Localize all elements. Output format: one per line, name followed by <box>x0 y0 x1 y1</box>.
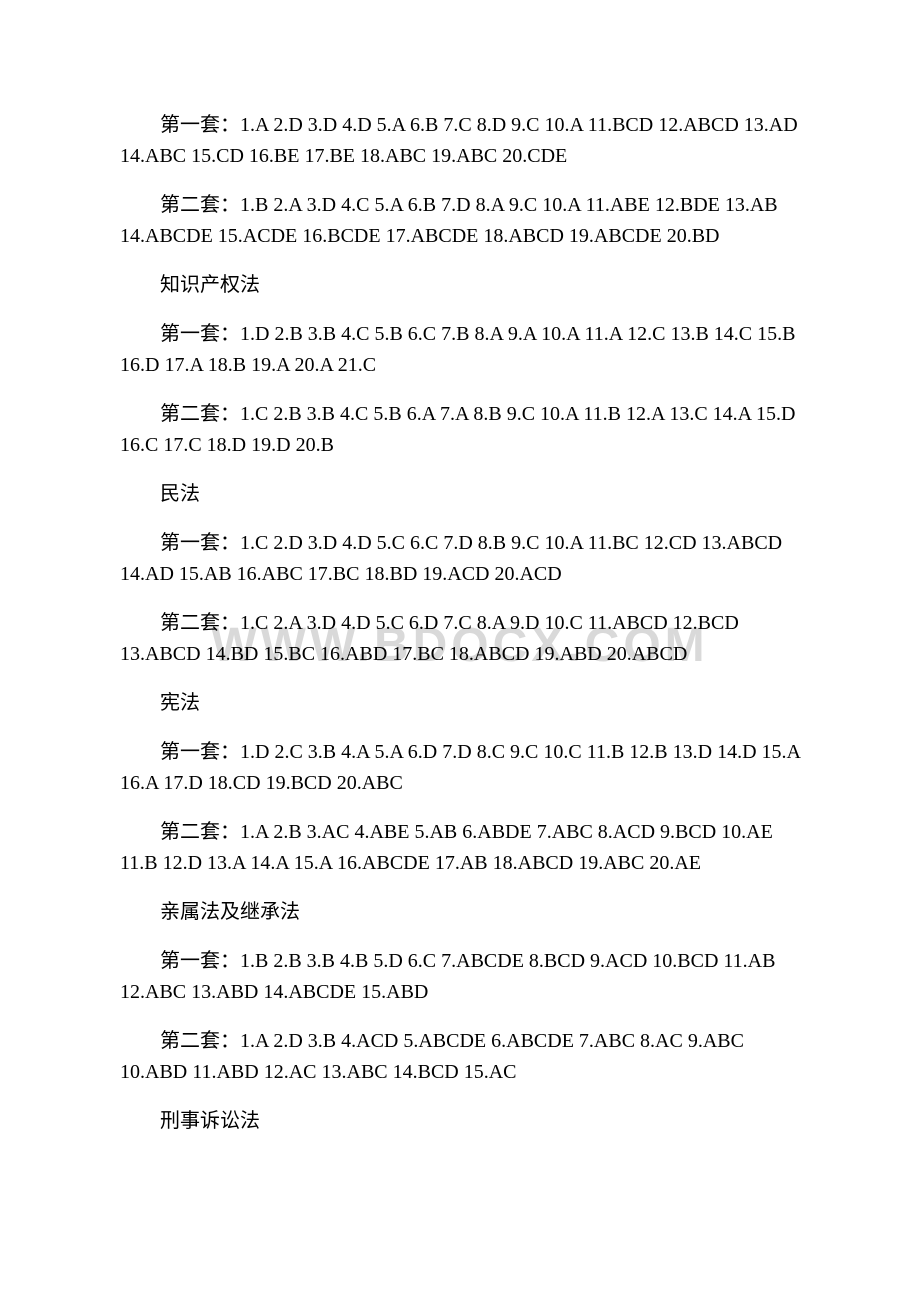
heading-text: 知识产权法 <box>160 274 260 296</box>
section-heading: 民法 <box>120 479 800 510</box>
paragraph-text: 第一套：1.B 2.B 3.B 4.B 5.D 6.C 7.ABCDE 8.BC… <box>120 950 775 1003</box>
heading-text: 民法 <box>160 483 200 505</box>
section-heading: 刑事诉讼法 <box>120 1106 800 1137</box>
answer-set-paragraph: 第一套：1.A 2.D 3.D 4.D 5.A 6.B 7.C 8.D 9.C … <box>120 110 800 172</box>
paragraph-text: 第二套：1.C 2.B 3.B 4.C 5.B 6.A 7.A 8.B 9.C … <box>120 403 795 456</box>
answer-set-paragraph: 第二套：1.B 2.A 3.D 4.C 5.A 6.B 7.D 8.A 9.C … <box>120 190 800 252</box>
heading-text: 亲属法及继承法 <box>160 901 300 923</box>
paragraph-text: 第一套：1.C 2.D 3.D 4.D 5.C 6.C 7.D 8.B 9.C … <box>120 532 782 585</box>
answer-set-paragraph: 第一套：1.C 2.D 3.D 4.D 5.C 6.C 7.D 8.B 9.C … <box>120 528 800 590</box>
section-heading: 宪法 <box>120 688 800 719</box>
heading-text: 刑事诉讼法 <box>160 1110 260 1132</box>
paragraph-text: 第二套：1.A 2.D 3.B 4.ACD 5.ABCDE 6.ABCDE 7.… <box>120 1030 744 1083</box>
answer-set-paragraph: 第二套：1.C 2.B 3.B 4.C 5.B 6.A 7.A 8.B 9.C … <box>120 399 800 461</box>
answer-set-paragraph: 第一套：1.B 2.B 3.B 4.B 5.D 6.C 7.ABCDE 8.BC… <box>120 946 800 1008</box>
answer-set-paragraph: 第二套：1.A 2.D 3.B 4.ACD 5.ABCDE 6.ABCDE 7.… <box>120 1026 800 1088</box>
heading-text: 宪法 <box>160 692 200 714</box>
section-heading: 亲属法及继承法 <box>120 897 800 928</box>
answer-set-paragraph: 第二套：1.A 2.B 3.AC 4.ABE 5.AB 6.ABDE 7.ABC… <box>120 817 800 879</box>
paragraph-text: 第二套：1.C 2.A 3.D 4.D 5.C 6.D 7.C 8.A 9.D … <box>120 612 739 665</box>
paragraph-text: 第一套：1.A 2.D 3.D 4.D 5.A 6.B 7.C 8.D 9.C … <box>120 114 798 167</box>
answer-set-paragraph: 第一套：1.D 2.C 3.B 4.A 5.A 6.D 7.D 8.C 9.C … <box>120 737 800 799</box>
paragraph-text: 第二套：1.B 2.A 3.D 4.C 5.A 6.B 7.D 8.A 9.C … <box>120 194 778 247</box>
paragraph-text: 第一套：1.D 2.C 3.B 4.A 5.A 6.D 7.D 8.C 9.C … <box>120 741 800 794</box>
paragraph-text: 第二套：1.A 2.B 3.AC 4.ABE 5.AB 6.ABDE 7.ABC… <box>120 821 773 874</box>
section-heading: 知识产权法 <box>120 270 800 301</box>
document-content: 第一套：1.A 2.D 3.D 4.D 5.A 6.B 7.C 8.D 9.C … <box>120 110 800 1137</box>
answer-set-paragraph: 第一套：1.D 2.B 3.B 4.C 5.B 6.C 7.B 8.A 9.A … <box>120 319 800 381</box>
paragraph-text: 第一套：1.D 2.B 3.B 4.C 5.B 6.C 7.B 8.A 9.A … <box>120 323 795 376</box>
answer-set-paragraph: 第二套：1.C 2.A 3.D 4.D 5.C 6.D 7.C 8.A 9.D … <box>120 608 800 670</box>
